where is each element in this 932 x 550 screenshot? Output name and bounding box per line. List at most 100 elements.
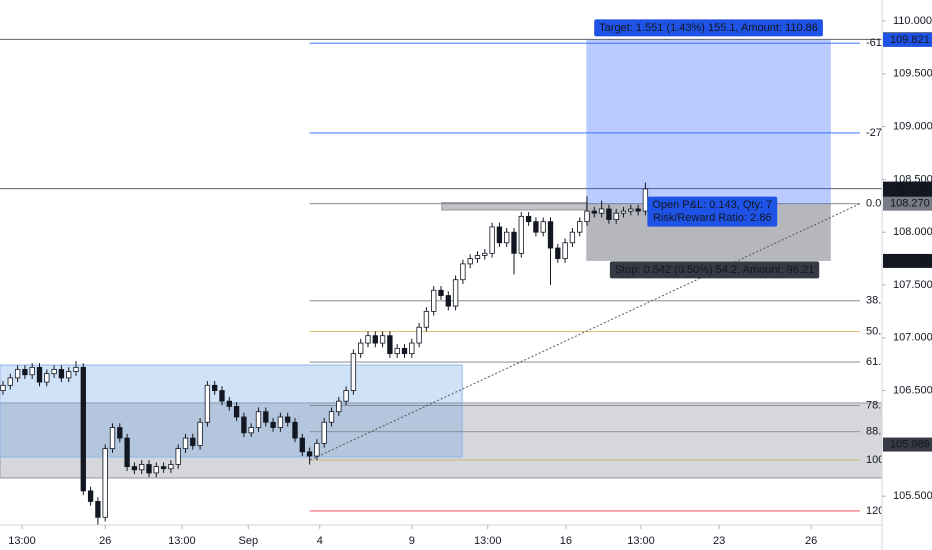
candle-body <box>474 255 481 259</box>
candle-body <box>270 421 276 428</box>
candle-body <box>241 416 247 434</box>
y-tick-label: 110.000 <box>893 15 932 27</box>
candle-body <box>401 347 408 355</box>
price-label-box <box>883 253 932 268</box>
candle-body <box>248 427 254 434</box>
candle-body <box>423 310 430 328</box>
price-label: 105.989 <box>890 438 930 450</box>
target-label-group: Target: 1.551 (1.43%) 155.1, Amount: 110… <box>594 19 823 37</box>
candle-body <box>598 208 605 214</box>
candle-body <box>613 212 619 220</box>
y-tick-label: 106.500 <box>893 384 932 396</box>
candle-body <box>628 208 634 212</box>
price-label: 109.821 <box>890 34 930 46</box>
candle-body <box>58 369 65 379</box>
candle-body <box>80 366 86 492</box>
trend-line <box>310 203 861 461</box>
candle-body <box>496 226 503 244</box>
candle-body <box>233 406 240 418</box>
fib-label: -27 <box>866 127 882 139</box>
fib-label: -61 <box>866 37 882 49</box>
candle-body <box>547 221 554 249</box>
plot-area: -61 -27 0.00 38.2 50.0 61.8 78.6 88.6 100 120 Targ… <box>0 19 887 525</box>
x-tick-label: 16 <box>560 535 572 547</box>
y-tick-label: 107.000 <box>893 332 932 344</box>
candle-body <box>0 384 6 391</box>
price-label: 108.270 <box>890 198 930 210</box>
candle-body <box>299 437 305 453</box>
fib-label: 78.6 <box>866 399 887 411</box>
candle-body <box>117 427 123 439</box>
candle-body <box>336 400 342 413</box>
candle-body <box>29 366 35 376</box>
axes: 110.000109.500109.000108.500108.000107.5… <box>8 15 932 547</box>
candle-body <box>321 421 327 444</box>
candle-body <box>328 411 335 423</box>
price-label: 108.413 <box>890 182 930 194</box>
candle-body <box>555 247 561 259</box>
candle-body <box>569 231 576 244</box>
candle-body <box>212 384 218 391</box>
candle-body <box>292 421 298 439</box>
candle-body <box>131 466 138 471</box>
candle-body <box>343 390 349 402</box>
candle-body <box>160 466 167 470</box>
y-tick-label: 107.500 <box>893 279 932 291</box>
candle-body <box>306 451 313 457</box>
candle-body <box>168 464 174 470</box>
candle-body <box>255 411 262 428</box>
candle-body <box>577 221 583 233</box>
candle-body <box>190 437 196 446</box>
candle-body <box>226 400 232 407</box>
candle-body <box>263 411 269 423</box>
candle-body <box>109 427 116 450</box>
candle-body <box>102 448 108 518</box>
candle-body <box>431 289 437 312</box>
candle-body <box>438 289 444 296</box>
fib-label: 0.00 <box>866 198 887 210</box>
candle-body <box>584 210 590 223</box>
y-tick-label: 109.500 <box>893 68 932 80</box>
pnl-label: Risk/Reward Ratio: 2.86 <box>653 212 772 224</box>
candle-body <box>452 279 459 307</box>
candle-body <box>642 188 649 212</box>
candle-body <box>219 390 225 402</box>
price-label-box <box>883 32 932 47</box>
candle-body <box>87 490 94 502</box>
candle-body <box>504 231 510 244</box>
price-label: 107.728 <box>890 255 930 267</box>
fib-label: 50.0 <box>866 325 887 337</box>
x-tick-label: 23 <box>713 535 725 547</box>
candle-body <box>635 208 641 212</box>
candle-body <box>372 335 378 344</box>
target-label-box <box>594 19 823 37</box>
zone-rectangle <box>0 364 463 458</box>
candle-body <box>525 215 532 223</box>
candle-body <box>540 221 546 233</box>
fib-label: 38.2 <box>866 295 887 307</box>
candle-body <box>314 442 320 457</box>
x-tick-label: 13:00 <box>168 535 196 547</box>
candle-body <box>36 366 43 383</box>
candle-body <box>379 335 386 344</box>
candle-body <box>22 369 28 376</box>
candle-body <box>620 210 627 214</box>
price-label-box <box>883 196 932 211</box>
candle-body <box>204 384 211 423</box>
candle-body <box>511 231 517 254</box>
x-tick-label: 26 <box>99 535 111 547</box>
candle-body <box>44 373 50 383</box>
candle-body <box>591 210 597 214</box>
candle-body <box>95 501 101 518</box>
candle-body <box>14 369 21 379</box>
stop-label: Stop: 0.542 (0.50%) 54.2, Amount: 96.21 <box>615 264 814 276</box>
x-tick-label: 4 <box>317 535 323 547</box>
candle-body <box>416 326 422 344</box>
candle-body <box>124 437 130 468</box>
candle-body <box>482 252 488 256</box>
pnl-label: Open P&L: 0.143, Qty: 7 <box>652 199 772 211</box>
candle-body <box>66 371 72 379</box>
fib-label: 100 <box>866 454 884 466</box>
